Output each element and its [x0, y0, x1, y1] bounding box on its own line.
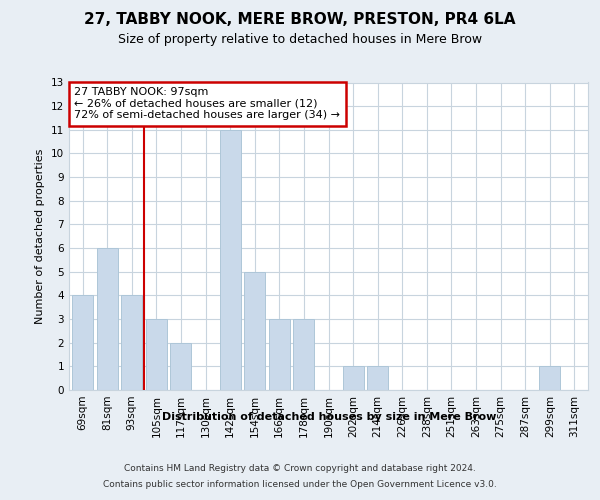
Y-axis label: Number of detached properties: Number of detached properties — [35, 148, 46, 324]
Bar — [367, 366, 388, 390]
Bar — [97, 248, 118, 390]
Text: Contains public sector information licensed under the Open Government Licence v3: Contains public sector information licen… — [103, 480, 497, 489]
Text: Contains HM Land Registry data © Crown copyright and database right 2024.: Contains HM Land Registry data © Crown c… — [124, 464, 476, 473]
Bar — [539, 366, 560, 390]
Bar — [121, 296, 142, 390]
Bar — [244, 272, 265, 390]
Bar — [293, 319, 314, 390]
Bar — [220, 130, 241, 390]
Bar — [72, 296, 93, 390]
Text: Distribution of detached houses by size in Mere Brow: Distribution of detached houses by size … — [161, 412, 496, 422]
Text: 27, TABBY NOOK, MERE BROW, PRESTON, PR4 6LA: 27, TABBY NOOK, MERE BROW, PRESTON, PR4 … — [84, 12, 516, 28]
Text: 27 TABBY NOOK: 97sqm
← 26% of detached houses are smaller (12)
72% of semi-detac: 27 TABBY NOOK: 97sqm ← 26% of detached h… — [74, 87, 340, 120]
Bar — [170, 342, 191, 390]
Text: Size of property relative to detached houses in Mere Brow: Size of property relative to detached ho… — [118, 32, 482, 46]
Bar — [343, 366, 364, 390]
Bar — [269, 319, 290, 390]
Bar — [146, 319, 167, 390]
